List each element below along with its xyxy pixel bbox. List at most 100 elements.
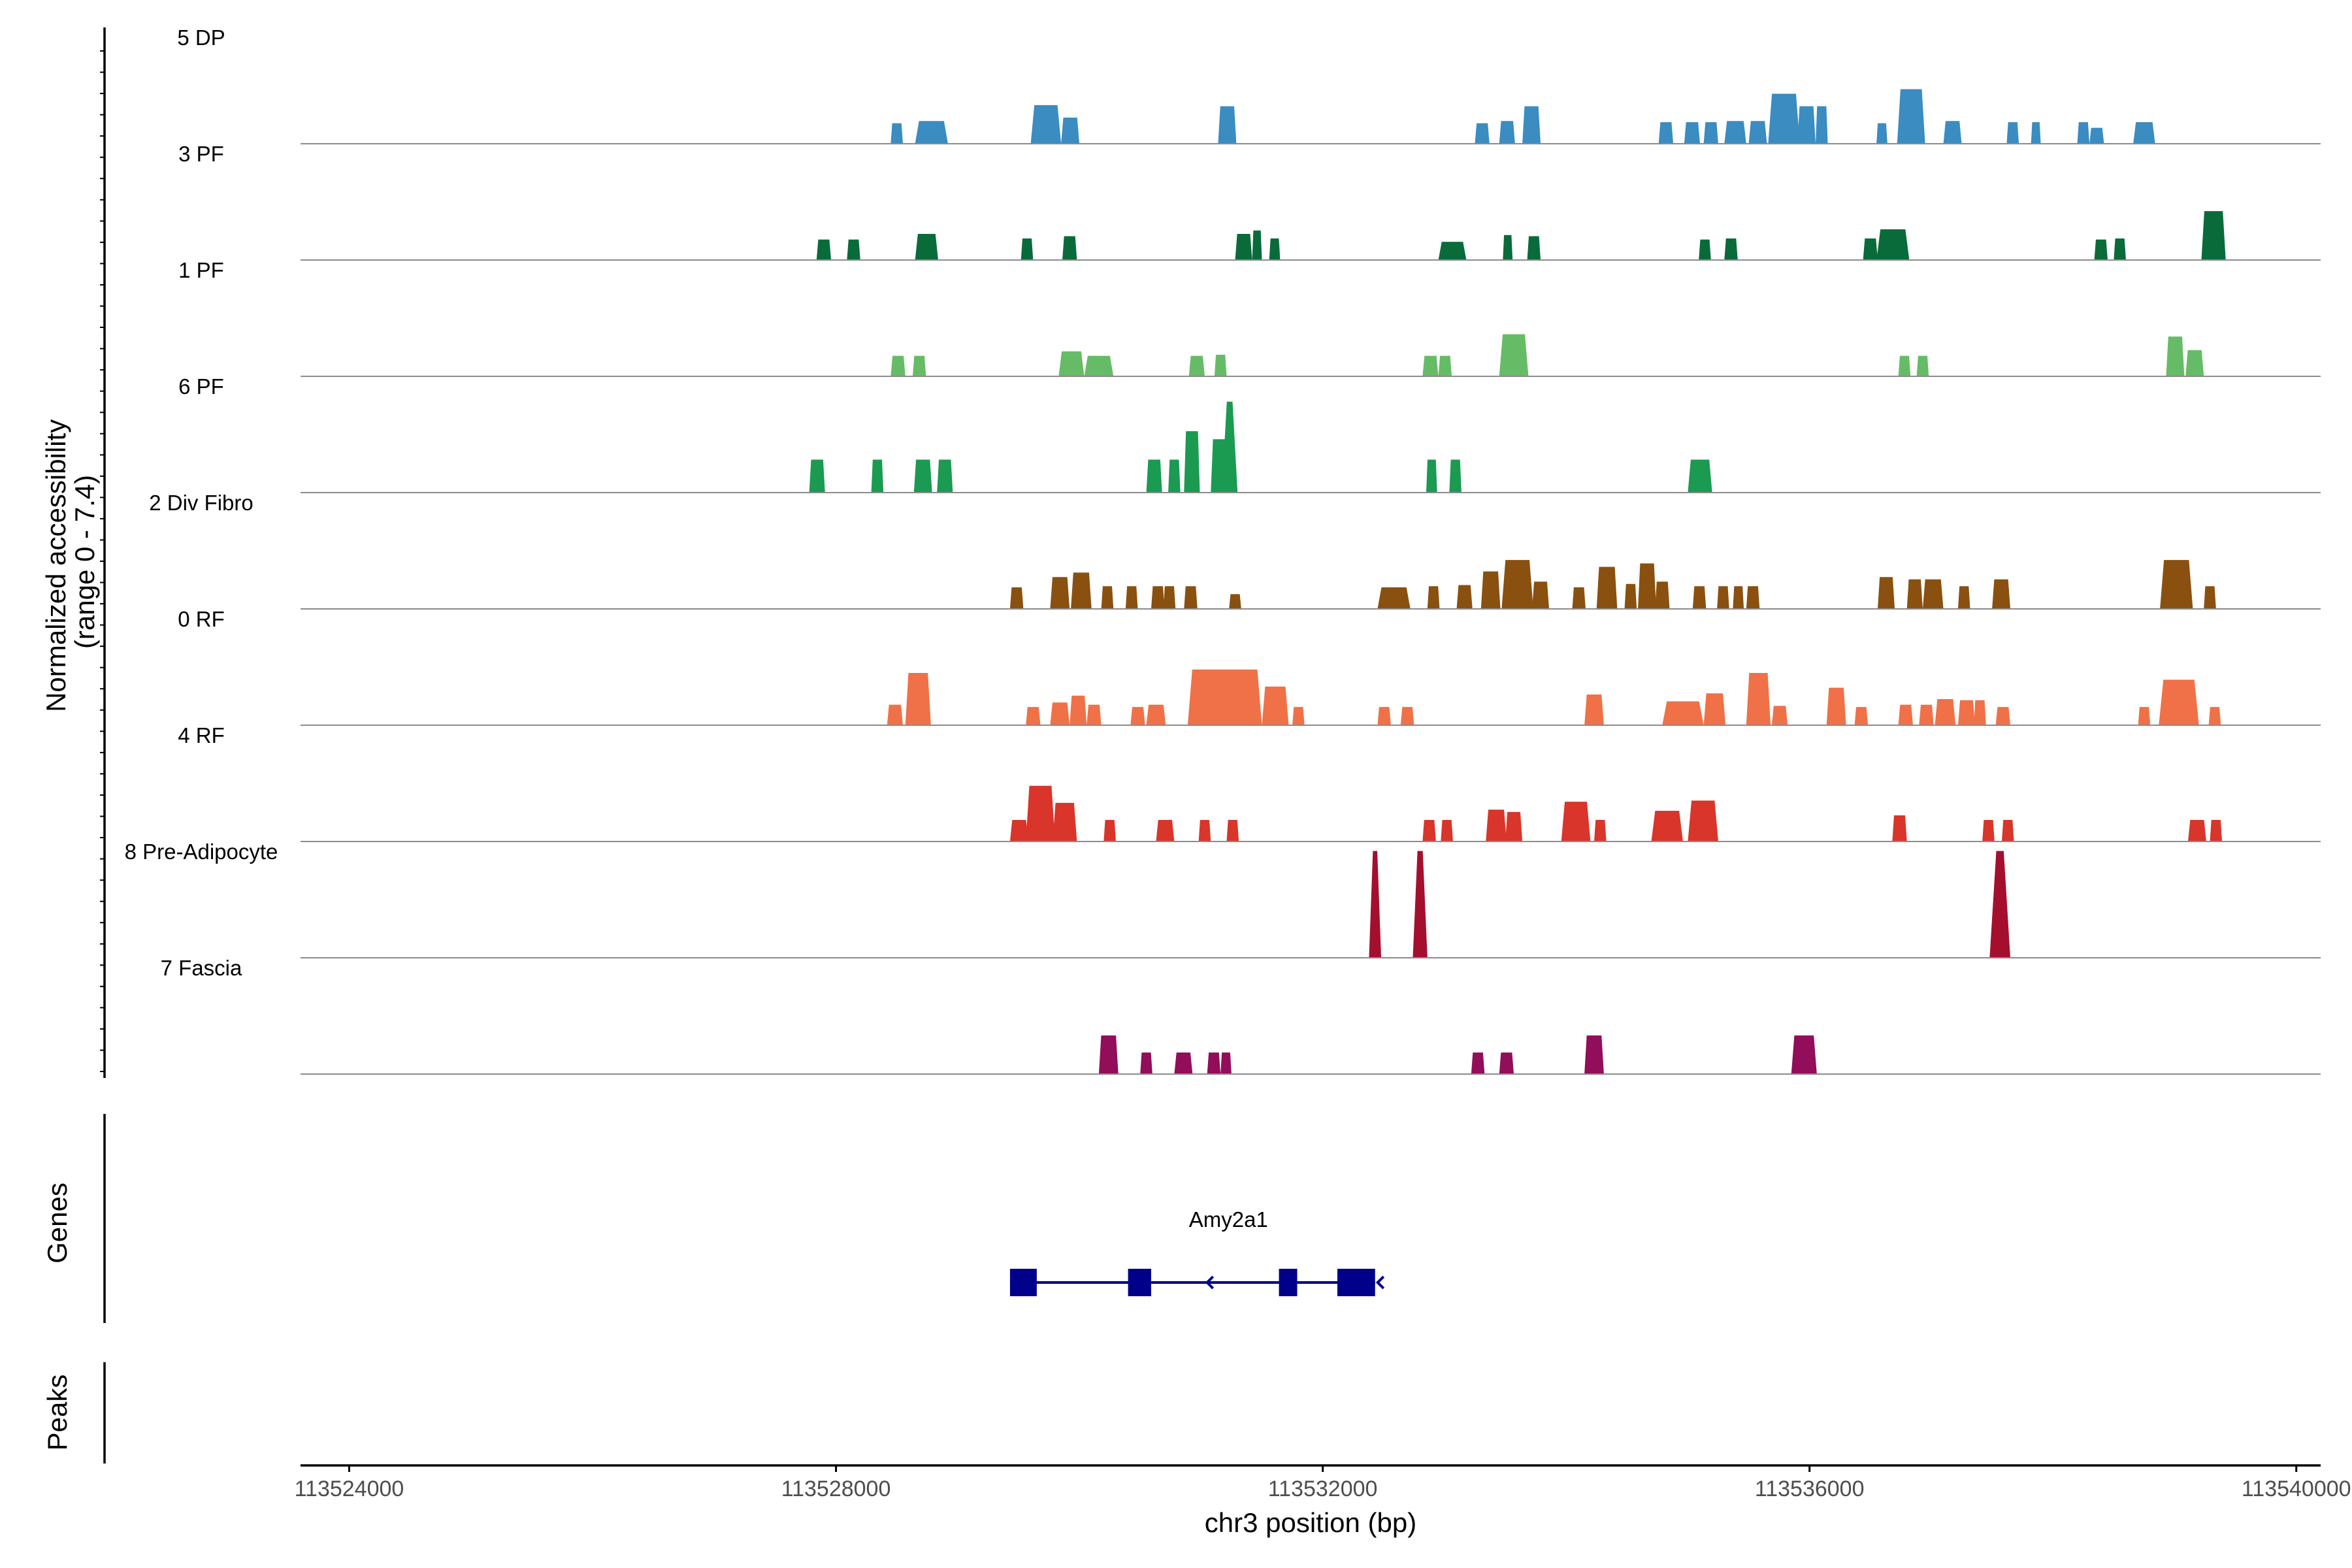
peak-7-fascia-5 <box>1471 1052 1485 1074</box>
peak-3-pf-11 <box>1699 239 1711 260</box>
peak-3-pf-9 <box>1503 235 1513 260</box>
peak-4-rf-12 <box>1593 819 1607 841</box>
peak-1-pf-5 <box>1214 354 1227 376</box>
peak-0-rf-1 <box>905 672 931 725</box>
x-axis-title: chr3 position (bp) <box>1205 1507 1417 1538</box>
track-label-1-pf: 1 PF <box>178 258 224 282</box>
peak-6-pf-9 <box>1426 459 1437 493</box>
peak-8-pre-adipocyte-1 <box>1413 851 1428 958</box>
peak-4-rf-18 <box>2187 819 2206 841</box>
peak-2-div-fibro-17 <box>1624 583 1637 609</box>
y-axis-title-line-2: (range 0 - 7.4) <box>69 475 100 649</box>
peak-0-rf-16 <box>1746 672 1771 725</box>
peak-5-dp-13 <box>1768 93 1800 144</box>
peak-3-pf-5 <box>1235 233 1252 260</box>
peak-3-pf-15 <box>2094 239 2108 260</box>
peak-6-pf-6 <box>1184 431 1200 493</box>
peak-5-dp-7 <box>1522 106 1541 144</box>
peak-0-rf-26 <box>2138 707 2151 725</box>
peak-3-pf-3 <box>1021 238 1034 260</box>
peak-3-pf-12 <box>1724 238 1738 260</box>
peak-2-div-fibro-19 <box>1655 581 1670 609</box>
track-0-rf: 0 RF <box>178 607 2321 726</box>
peak-1-pf-6 <box>1422 355 1439 376</box>
peak-2-div-fibro-15 <box>1572 587 1586 609</box>
peak-6-pf-10 <box>1449 459 1462 493</box>
peak-2-div-fibro-11 <box>1456 585 1473 609</box>
peak-1-pf-10 <box>1916 355 1929 376</box>
peak-1-pf-8 <box>1499 334 1529 376</box>
peak-5-dp-19 <box>2006 122 2019 144</box>
peak-1-pf-9 <box>1898 355 1911 376</box>
gene-label-amy2a1: Amy2a1 <box>1189 1207 1268 1232</box>
peak-2-div-fibro-4 <box>1125 586 1138 609</box>
peak-2-div-fibro-9 <box>1377 587 1411 609</box>
peak-4-rf-16 <box>1982 819 1995 841</box>
peak-5-dp-12 <box>1748 121 1767 144</box>
peak-4-rf-0 <box>1009 819 1028 841</box>
x-tick-label-4: 113540000 <box>2242 1477 2351 1501</box>
peak-0-rf-13 <box>1584 694 1604 725</box>
peak-4-rf-15 <box>1892 815 1907 841</box>
peak-2-div-fibro-10 <box>1427 586 1440 609</box>
x-tick-label-0: 113524000 <box>295 1477 404 1501</box>
peak-5-dp-14 <box>1797 106 1816 144</box>
peak-5-dp-15 <box>1816 106 1828 144</box>
accessibility-y-axis <box>100 27 106 1078</box>
peak-3-pf-0 <box>816 239 832 260</box>
peak-3-pf-1 <box>847 239 860 260</box>
gene-exon-1 <box>1128 1269 1151 1296</box>
peak-2-div-fibro-6 <box>1163 586 1176 609</box>
coverage-tracks: 5 DP 3 PF 1 PF 6 PF 2 Div Fibro 0 RF 4 RF 8 Pre… <box>125 25 2321 1075</box>
peak-6-pf-8 <box>1222 401 1238 493</box>
peak-2-div-fibro-1 <box>1050 577 1070 609</box>
peak-2-div-fibro-22 <box>1733 586 1744 609</box>
peak-4-rf-17 <box>2001 819 2014 841</box>
peak-0-rf-4 <box>1070 695 1087 725</box>
peak-3-pf-10 <box>1527 236 1541 260</box>
peak-5-dp-18 <box>1943 121 1962 144</box>
peak-2-div-fibro-3 <box>1101 586 1114 609</box>
track-4-rf: 4 RF <box>178 723 2321 842</box>
peak-2-div-fibro-8 <box>1229 594 1241 609</box>
peak-6-pf-11 <box>1688 459 1712 493</box>
peak-5-dp-1 <box>915 121 948 144</box>
peak-0-rf-17 <box>1771 706 1788 725</box>
gene-exon-0 <box>1009 1269 1037 1296</box>
peak-5-dp-4 <box>1218 106 1237 144</box>
peak-7-fascia-3 <box>1207 1052 1221 1074</box>
peak-2-div-fibro-23 <box>1746 586 1760 609</box>
y-axis-title-line-1: Normalized accessibility <box>41 419 71 712</box>
peak-8-pre-adipocyte-0 <box>1369 851 1382 958</box>
track-5-dp: 5 DP <box>177 25 2321 144</box>
peak-5-dp-16 <box>1876 123 1887 144</box>
peak-2-div-fibro-25 <box>1906 579 1923 609</box>
peak-7-fascia-6 <box>1499 1052 1514 1074</box>
peak-5-dp-21 <box>2077 122 2090 144</box>
peak-5-dp-17 <box>1897 89 1925 144</box>
peak-3-pf-8 <box>1438 242 1467 260</box>
peak-2-div-fibro-24 <box>1877 577 1895 609</box>
peak-0-rf-7 <box>1146 704 1166 725</box>
x-tick-label-3: 113536000 <box>1755 1477 1865 1501</box>
track-label-5-dp: 5 DP <box>177 25 225 50</box>
peak-0-rf-8 <box>1187 669 1262 725</box>
peak-5-dp-23 <box>2133 122 2155 144</box>
peak-6-pf-4 <box>1146 459 1162 493</box>
peak-0-rf-15 <box>1703 693 1726 725</box>
genomic-x-axis: 113524000 113528000 113532000 113536000 1135… <box>295 1464 2351 1501</box>
track-label-6-pf: 6 PF <box>178 374 224 399</box>
peak-3-pf-7 <box>1269 238 1281 260</box>
peak-0-rf-28 <box>2208 707 2221 725</box>
peak-6-pf-2 <box>913 459 932 493</box>
track-label-0-rf: 0 RF <box>178 607 225 631</box>
peak-0-rf-6 <box>1130 707 1145 725</box>
peak-0-rf-18 <box>1826 687 1846 725</box>
peak-5-dp-20 <box>2031 122 2041 144</box>
peak-4-rf-10 <box>1505 811 1523 841</box>
peak-0-rf-5 <box>1086 704 1102 725</box>
peak-2-div-fibro-12 <box>1480 571 1501 609</box>
y-axis-title: Normalized accessibility (range 0 - 7.4) <box>41 412 100 712</box>
track-2-div-fibro: 2 Div Fibro <box>149 491 2321 610</box>
